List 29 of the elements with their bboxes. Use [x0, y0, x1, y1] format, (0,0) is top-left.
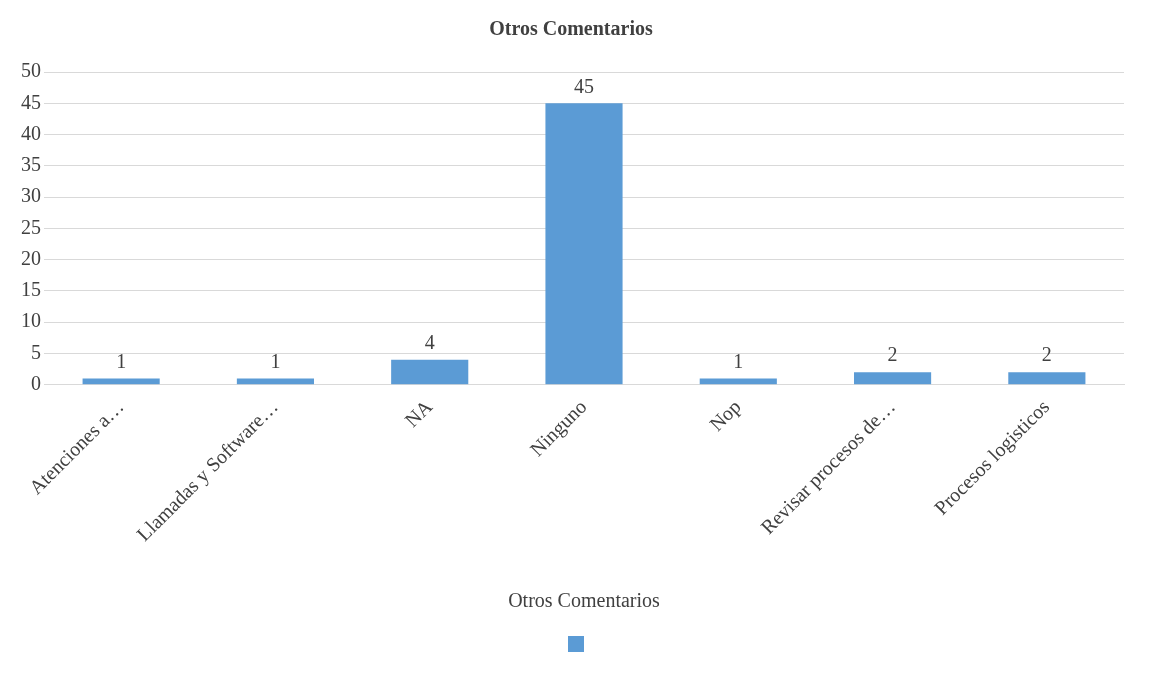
data-label: 2 [1041, 343, 1052, 366]
bar [236, 378, 314, 385]
y-tick-label: 30 [21, 184, 41, 207]
y-tick-label: 10 [21, 309, 41, 332]
data-label: 2 [887, 343, 898, 366]
x-axis-title: Otros Comentarios [508, 589, 661, 612]
data-label: 1 [116, 349, 127, 372]
x-tick-label: Nop [704, 395, 746, 436]
bar [545, 103, 623, 385]
y-tick-label: 50 [21, 59, 41, 82]
y-tick-label: 15 [21, 278, 41, 301]
y-tick-label: 25 [21, 215, 41, 238]
y-tick-label: 35 [21, 153, 41, 176]
bar [82, 378, 160, 385]
chart-title: Otros Comentarios [489, 17, 653, 40]
data-label: 1 [733, 349, 744, 372]
bar [391, 359, 469, 385]
y-tick-label: 0 [31, 371, 41, 394]
bar [1008, 372, 1086, 385]
y-tick-label: 40 [21, 121, 41, 144]
data-label: 4 [424, 330, 435, 353]
y-tick-label: 20 [21, 246, 41, 269]
data-label: 1 [270, 349, 281, 372]
data-label: 45 [574, 74, 594, 97]
bar [854, 372, 932, 385]
y-tick-label: 45 [21, 90, 41, 113]
x-tick-label: NA [400, 394, 437, 432]
bar [699, 378, 777, 385]
y-tick-label: 5 [31, 340, 41, 363]
